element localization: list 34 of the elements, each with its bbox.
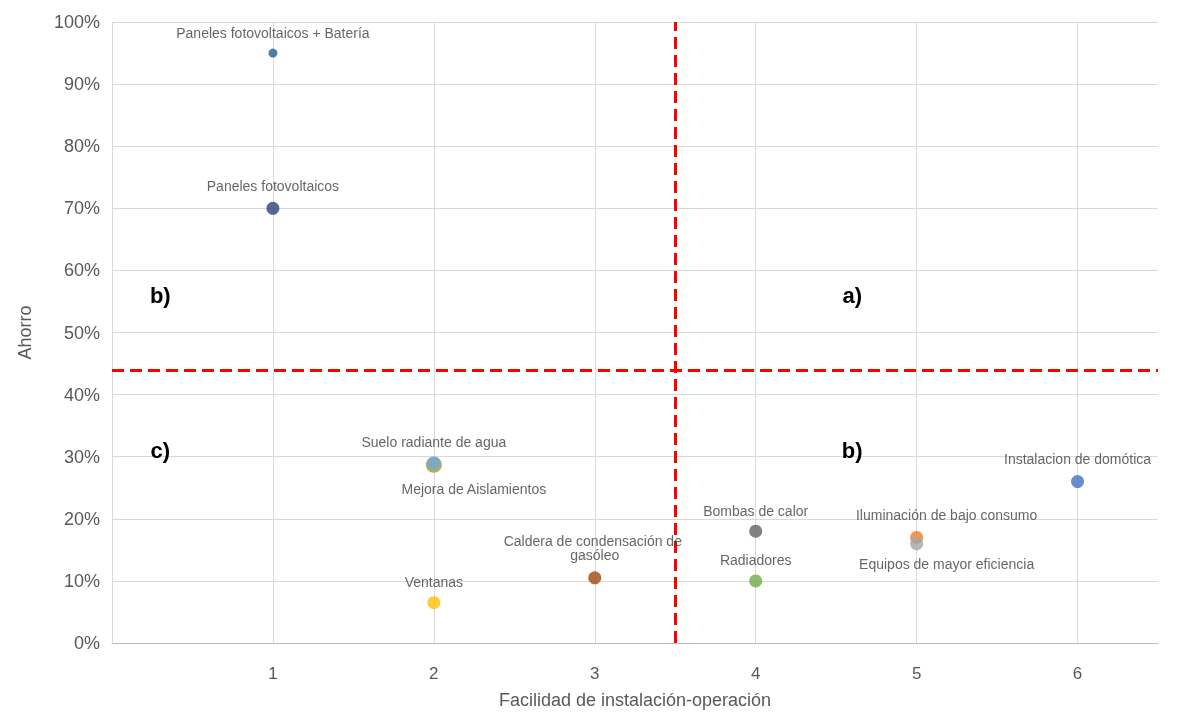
x-tick-label: 6	[1072, 664, 1083, 683]
x-axis-title: Facilidad de instalación-operación	[498, 690, 772, 710]
y-tick-label: 20%	[63, 508, 100, 529]
x-tick-label: 4	[750, 664, 761, 683]
x-tick-label: 1	[268, 664, 278, 683]
annotation: b)	[149, 282, 171, 308]
annotation: c)	[150, 437, 171, 463]
y-tick-label: 50%	[63, 322, 100, 343]
y-tick-label: 0%	[73, 633, 100, 653]
x-tick-label: 5	[911, 664, 922, 683]
y-axis-title: Ahorro	[15, 305, 35, 360]
series-label: Ventanas	[404, 574, 464, 591]
series-label: Bombas de calor	[703, 502, 809, 519]
x-tick-label: 2	[429, 664, 439, 683]
text: Mejora de Aislamientos	[401, 480, 547, 497]
annotation: b)	[841, 437, 863, 463]
series-label: Radiadores	[719, 552, 792, 569]
y-tick-label: 90%	[63, 74, 100, 95]
text: Equipos de mayor eficiencia	[859, 556, 1035, 573]
y-tick-label: 10%	[63, 570, 100, 591]
text: Iluminación de bajo consumo	[855, 506, 1038, 523]
y-tick-label: 40%	[63, 384, 100, 405]
y-tick-label: 70%	[63, 198, 100, 219]
series-label: Paneles fotovoltaicos	[206, 177, 340, 194]
series-label: Paneles fotovoltaicos + Batería	[176, 24, 370, 41]
y-tick-label: 100%	[53, 12, 100, 32]
series-label: Suelo radiante de agua	[361, 434, 507, 451]
annotation: a)	[842, 282, 863, 308]
x-tick-label: 3	[590, 664, 600, 683]
y-tick-label: 60%	[63, 260, 100, 281]
y-tick-label: 30%	[63, 446, 100, 467]
series-label: Instalacion de domótica	[1003, 451, 1152, 468]
y-tick-label: 80%	[63, 136, 100, 157]
series-label: Caldera de condensación de gasóleo	[503, 533, 686, 564]
